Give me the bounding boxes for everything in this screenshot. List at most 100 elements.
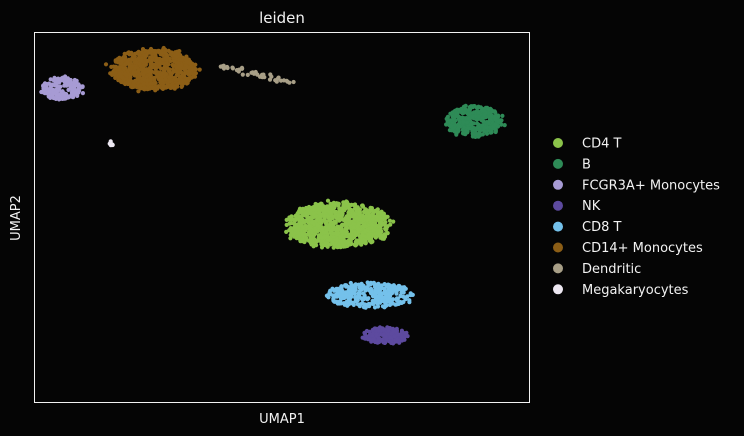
data-point xyxy=(76,90,81,95)
data-point xyxy=(141,59,146,64)
data-point xyxy=(388,335,393,340)
data-point xyxy=(344,229,349,234)
data-point xyxy=(221,66,227,71)
legend-marker xyxy=(553,200,563,211)
data-point xyxy=(360,301,365,306)
data-point xyxy=(193,67,198,72)
data-point xyxy=(267,77,273,82)
data-point xyxy=(473,132,478,137)
data-point xyxy=(353,299,359,304)
data-point xyxy=(236,69,241,74)
data-point xyxy=(303,210,309,215)
cluster-cd4-t xyxy=(284,198,396,250)
data-point xyxy=(167,75,172,80)
data-point xyxy=(176,60,181,65)
data-point xyxy=(398,294,403,299)
data-point xyxy=(323,241,328,247)
data-point xyxy=(136,89,141,94)
data-point xyxy=(68,86,73,91)
data-point xyxy=(336,213,341,218)
data-point xyxy=(502,123,507,128)
data-point xyxy=(44,86,49,91)
data-point xyxy=(284,78,289,83)
data-point xyxy=(318,234,323,240)
data-point xyxy=(75,84,81,89)
data-point xyxy=(68,82,73,87)
data-point xyxy=(310,220,315,225)
data-point xyxy=(338,234,343,240)
data-point xyxy=(124,73,129,78)
data-point xyxy=(341,235,346,240)
data-point xyxy=(51,78,57,83)
legend-marker xyxy=(553,179,563,190)
data-point xyxy=(119,58,124,63)
data-point xyxy=(369,238,374,243)
data-point xyxy=(308,237,313,242)
data-point xyxy=(340,222,345,227)
data-point xyxy=(126,57,131,62)
data-point xyxy=(470,105,475,110)
data-point xyxy=(409,292,414,297)
data-point xyxy=(353,287,358,293)
data-point xyxy=(327,218,332,223)
data-point xyxy=(400,287,405,293)
data-point xyxy=(349,233,354,238)
data-point xyxy=(303,223,308,229)
data-point xyxy=(245,72,250,77)
data-point xyxy=(444,122,449,127)
data-point xyxy=(133,66,138,71)
data-point xyxy=(119,79,124,85)
data-point xyxy=(344,283,349,288)
data-point xyxy=(151,48,156,54)
data-point xyxy=(308,226,313,231)
data-point xyxy=(188,64,194,69)
data-point xyxy=(312,228,318,233)
data-point xyxy=(341,301,347,306)
data-point xyxy=(57,80,62,85)
data-point xyxy=(339,284,344,289)
data-point xyxy=(379,283,384,288)
data-point xyxy=(391,219,396,224)
legend-marker xyxy=(553,242,563,253)
legend-item-nk: NK xyxy=(553,199,601,214)
data-point xyxy=(80,91,85,96)
data-point xyxy=(306,220,312,225)
data-point xyxy=(260,75,265,80)
legend-item-cd4-t: CD4 T xyxy=(553,137,621,152)
data-point xyxy=(292,225,297,230)
data-point xyxy=(123,80,128,85)
data-point xyxy=(330,286,335,291)
data-point xyxy=(353,232,358,237)
data-point xyxy=(374,208,379,213)
legend-label: B xyxy=(582,157,591,172)
data-point xyxy=(300,217,305,222)
data-point xyxy=(361,214,366,219)
data-point xyxy=(62,83,67,88)
data-point xyxy=(288,216,294,221)
data-point xyxy=(445,114,450,119)
data-point xyxy=(160,61,165,66)
data-point xyxy=(158,66,163,71)
data-point xyxy=(395,332,400,337)
data-point xyxy=(488,130,493,135)
data-point xyxy=(335,301,340,306)
data-point xyxy=(451,117,456,122)
data-point xyxy=(169,50,174,56)
cluster-dendritic xyxy=(218,63,296,85)
data-point xyxy=(55,84,60,89)
data-point xyxy=(325,234,330,239)
data-point xyxy=(141,72,146,77)
data-point xyxy=(343,218,348,223)
data-point xyxy=(377,231,382,236)
data-point xyxy=(346,240,351,245)
data-point xyxy=(339,229,344,234)
data-point xyxy=(354,208,359,213)
data-point xyxy=(312,204,317,209)
data-point xyxy=(496,114,501,119)
data-point xyxy=(470,114,475,119)
data-point xyxy=(365,286,370,291)
cluster-b xyxy=(444,103,507,139)
data-point xyxy=(154,57,159,62)
data-point xyxy=(405,294,410,299)
data-point xyxy=(49,82,55,87)
